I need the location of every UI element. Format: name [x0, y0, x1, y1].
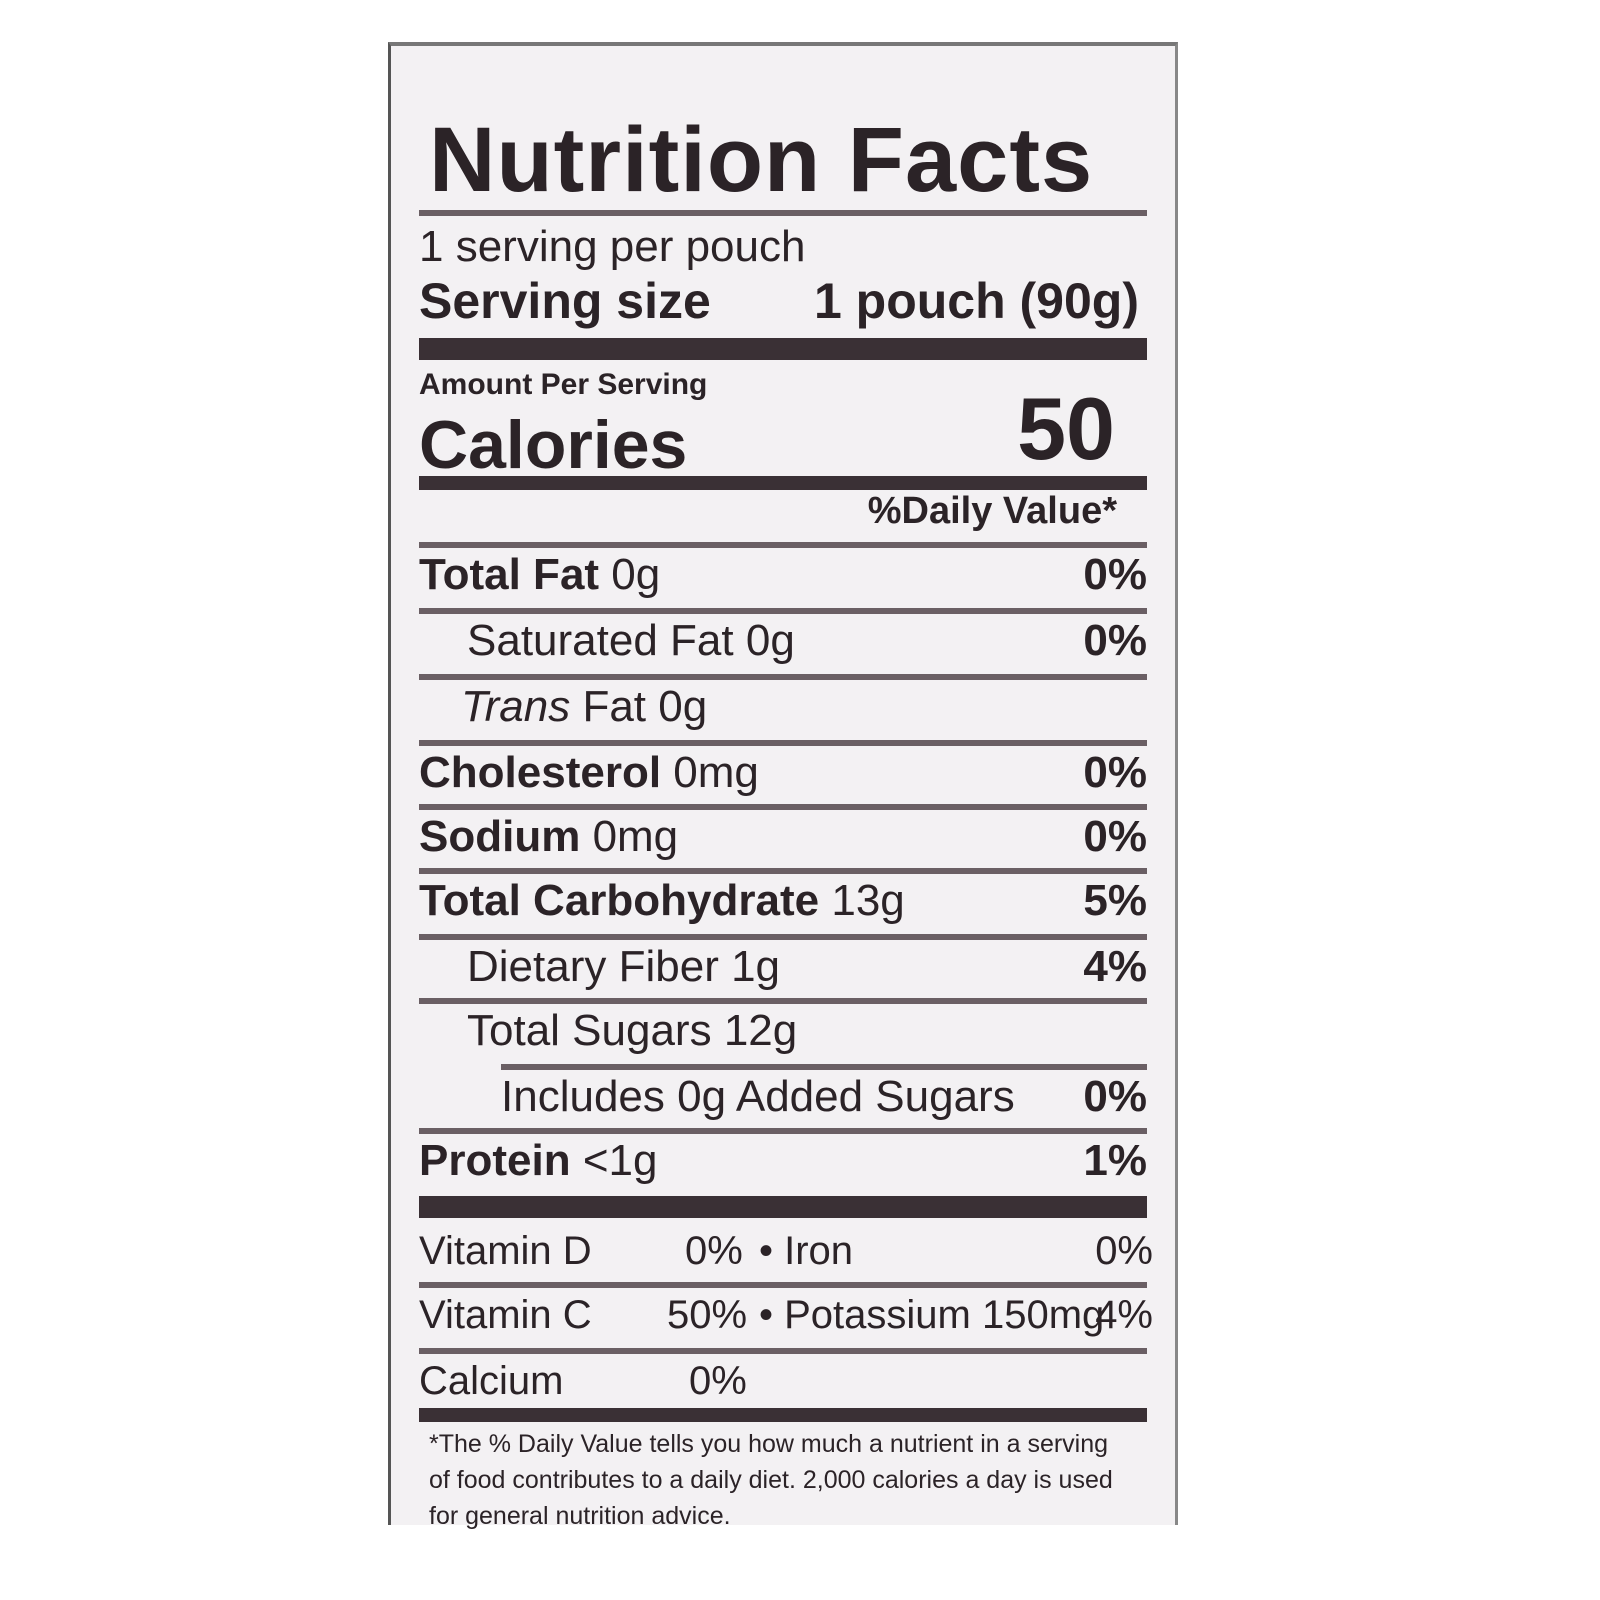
vitamin-row: Vitamin C 50% • Potassium 150mg 4%	[419, 1286, 1153, 1342]
divider	[501, 1064, 1147, 1070]
nutrient-dv: 0%	[1083, 1072, 1147, 1121]
daily-value-header: %Daily Value*	[867, 490, 1117, 532]
nutrient-dv: 4%	[1083, 942, 1147, 991]
mineral-dv: 4%	[1095, 1293, 1153, 1337]
nutrient-name: Dietary Fiber	[467, 942, 719, 991]
mineral-name: • Potassium 150mg	[759, 1293, 1105, 1337]
nutrient-name: Total Carbohydrate	[419, 876, 820, 925]
vitamin-dv: 50%	[667, 1293, 748, 1337]
nutrient-amount: <1g	[582, 1136, 658, 1185]
calories-value: 50	[1017, 379, 1115, 478]
nutrient-name: Total Sugars	[467, 1006, 712, 1055]
nutrient-amount: 0g	[745, 616, 795, 665]
nutrient-name: Saturated Fat	[467, 616, 734, 665]
nutrient-row-added-sugars: Includes 0g Added Sugars 0%	[419, 1070, 1147, 1126]
divider	[419, 1282, 1147, 1288]
divider	[419, 804, 1147, 810]
nutrient-dv: 0%	[1083, 812, 1147, 861]
label-title: Nutrition Facts	[429, 109, 1094, 211]
nutrient-row-saturated-fat: Saturated Fat 0g 0%	[419, 614, 1147, 670]
nutrient-amount: 0g	[611, 550, 661, 599]
mineral-name: • Iron	[759, 1229, 854, 1273]
nutrient-amount: 12g	[723, 1006, 798, 1055]
divider-heavy	[419, 1196, 1147, 1218]
divider	[419, 1348, 1147, 1354]
nutrient-dv: 0%	[1083, 616, 1147, 665]
nutrient-name: Total Fat	[419, 550, 600, 599]
nutrient-dv: 0%	[1083, 748, 1147, 797]
divider-thick	[419, 476, 1147, 490]
nutrient-amount: 1g	[731, 942, 781, 991]
amount-per-serving: Amount Per Serving	[419, 368, 708, 401]
serving-size-value: 1 pouch (90g)	[813, 273, 1139, 329]
nutrient-row-sodium: Sodium 0mg 0%	[419, 810, 1147, 866]
nutrient-row-dietary-fiber: Dietary Fiber 1g 4%	[419, 940, 1147, 996]
nutrient-amount: 13g	[831, 876, 905, 925]
vitamin-name: Vitamin D	[419, 1229, 592, 1273]
vitamin-name: Vitamin C	[419, 1293, 592, 1337]
divider	[419, 1128, 1147, 1134]
vitamin-row: Calcium 0%	[419, 1352, 1153, 1408]
divider-heavy	[419, 338, 1147, 360]
divider	[419, 542, 1147, 548]
divider	[419, 740, 1147, 746]
servings-per-container: 1 serving per pouch	[419, 222, 806, 271]
nutrient-row-total-carbohydrate: Total Carbohydrate 13g 5%	[419, 874, 1147, 930]
nutrient-name: Cholesterol	[419, 748, 662, 797]
nutrient-name: Protein	[419, 1136, 571, 1185]
divider	[419, 210, 1147, 216]
nutrient-amount: 0g	[658, 682, 708, 731]
vitamin-dv: 0%	[689, 1359, 747, 1403]
nutrition-facts-label: Nutrition Facts 1 serving per pouch Serv…	[388, 42, 1178, 1530]
divider-heavy	[419, 1408, 1147, 1422]
divider	[419, 934, 1147, 940]
nutrient-row-total-sugars: Total Sugars 12g	[419, 1004, 1147, 1060]
calories-label: Calories	[419, 407, 688, 483]
serving-size-label: Serving size	[419, 273, 711, 329]
divider	[419, 998, 1147, 1004]
nutrient-dv: 5%	[1083, 876, 1147, 925]
divider	[419, 868, 1147, 874]
mineral-dv: 0%	[1095, 1229, 1153, 1273]
vitamin-dv: 0%	[685, 1229, 743, 1273]
divider	[419, 608, 1147, 614]
nutrient-row-cholesterol: Cholesterol 0mg 0%	[419, 746, 1147, 802]
nutrient-name: Includes 0g Added Sugars	[501, 1072, 1015, 1121]
nutrient-row-trans-fat: Trans Fat 0g	[419, 680, 1147, 736]
nutrient-row-total-fat: Total Fat 0g 0%	[419, 548, 1147, 604]
nutrient-dv: 0%	[1083, 550, 1147, 599]
nutrient-name: Fat	[582, 682, 647, 731]
nutrient-name: Sodium	[419, 812, 581, 861]
nutrient-amount: 0mg	[673, 748, 759, 797]
footnote: *The % Daily Value tells you how much a …	[429, 1430, 1113, 1530]
divider	[419, 674, 1147, 680]
nutrient-name-italic: Trans	[461, 682, 571, 731]
vitamin-row: Vitamin D 0% • Iron 0%	[419, 1222, 1153, 1278]
nutrient-amount: 0mg	[592, 812, 679, 861]
nutrient-row-protein: Protein <1g 1%	[419, 1134, 1147, 1190]
nutrient-dv: 1%	[1083, 1136, 1147, 1185]
vitamin-name: Calcium	[419, 1359, 564, 1403]
